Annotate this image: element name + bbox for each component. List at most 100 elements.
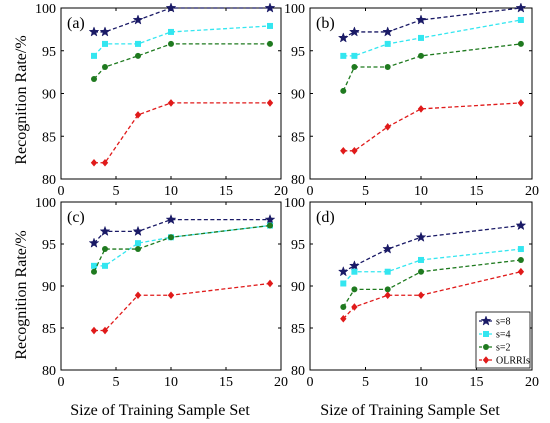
series-line-olrri xyxy=(94,282,271,332)
data-point-olrri xyxy=(266,279,274,288)
panel-3: 0 5 10 15 20 80 85 90 95 100 (d) s=8 s=4 s=2 OLRRIs xyxy=(284,196,539,390)
panel-2: 0 5 10 15 20 80 85 90 95 100 (c) xyxy=(35,196,288,390)
data-point-s8 xyxy=(337,266,349,277)
data-point-s2 xyxy=(418,52,424,59)
y-tick-label: 95 xyxy=(291,238,305,253)
series-line-s4 xyxy=(93,25,271,57)
data-point-olrri xyxy=(417,291,425,300)
x-tick-label: 15 xyxy=(470,375,484,390)
data-point-s4 xyxy=(517,16,524,23)
legend-entry: s=8 xyxy=(496,317,511,328)
y-tick-label: 80 xyxy=(42,364,56,379)
data-point-s2 xyxy=(168,234,174,241)
data-point-s8 xyxy=(415,231,427,242)
data-point-s2 xyxy=(517,40,524,47)
series-line-s8 xyxy=(342,7,521,39)
y-tick-label: 95 xyxy=(42,45,56,60)
data-point-s2 xyxy=(340,87,347,94)
x-tick-label: 5 xyxy=(113,375,120,390)
data-point-s4 xyxy=(340,280,347,287)
data-point-s4 xyxy=(418,34,424,41)
data-point-s8 xyxy=(99,26,111,37)
data-point-s4 xyxy=(384,268,391,275)
y-axis-title-bottom: Recognition Rate/% xyxy=(13,230,30,359)
panel-label: (a) xyxy=(67,15,85,32)
data-point-s2 xyxy=(135,52,141,59)
y-tick-label: 90 xyxy=(291,88,305,103)
data-point-s2 xyxy=(340,304,347,310)
x-tick-label: 20 xyxy=(525,184,539,199)
data-point-s8 xyxy=(337,32,349,43)
data-point-olrri xyxy=(384,123,391,131)
x-tick-label: 0 xyxy=(307,184,314,199)
y-tick-label: 100 xyxy=(35,196,56,211)
y-tick-label: 95 xyxy=(291,45,305,60)
y-tick-label: 90 xyxy=(291,280,305,295)
y-tick-label: 100 xyxy=(284,2,305,17)
data-point-olrri xyxy=(90,158,98,167)
x-tick-label: 0 xyxy=(307,375,314,390)
series-line-s8 xyxy=(94,7,270,33)
data-point-s2 xyxy=(384,286,391,293)
y-tick-label: 100 xyxy=(35,2,56,17)
series-line-s2 xyxy=(93,43,270,80)
data-point-olrri xyxy=(417,105,425,113)
x-tick-label: 10 xyxy=(414,375,428,390)
data-point-s2 xyxy=(91,75,97,82)
data-point-s2 xyxy=(267,40,273,47)
data-point-s8 xyxy=(165,2,177,13)
y-tick-label: 85 xyxy=(42,322,56,337)
data-point-olrri xyxy=(101,158,109,167)
x-tick-label: 5 xyxy=(362,184,369,199)
data-point-s4 xyxy=(517,246,524,253)
legend-marker xyxy=(483,331,489,337)
data-point-s2 xyxy=(267,222,273,229)
data-point-s2 xyxy=(418,268,424,275)
data-point-s4 xyxy=(340,52,347,59)
data-point-olrri xyxy=(517,267,525,276)
y-tick-label: 80 xyxy=(291,173,305,188)
series-line-olrri xyxy=(342,271,522,320)
data-point-olrri xyxy=(167,291,175,300)
x-tick-label: 10 xyxy=(164,184,178,199)
data-point-olrri xyxy=(134,111,142,119)
data-point-s2 xyxy=(102,63,108,70)
series-line-s4 xyxy=(343,19,522,57)
data-point-olrri xyxy=(340,146,347,155)
x-tick-label: 10 xyxy=(164,375,178,390)
data-point-s8 xyxy=(348,26,360,37)
data-point-olrri xyxy=(351,303,358,311)
data-point-s8 xyxy=(165,213,177,225)
x-axis-title-right: Size of Training Sample Set xyxy=(320,402,500,419)
data-point-s2 xyxy=(135,246,141,253)
y-tick-label: 80 xyxy=(291,364,305,379)
data-point-s8 xyxy=(415,14,427,25)
data-point-s2 xyxy=(102,246,108,253)
panel-label: (b) xyxy=(316,15,335,32)
data-point-s2 xyxy=(168,40,174,47)
data-point-s4 xyxy=(351,268,358,275)
data-point-s8 xyxy=(99,225,111,237)
data-point-s4 xyxy=(418,256,424,263)
data-point-s4 xyxy=(267,22,273,29)
legend-entry: s=4 xyxy=(496,330,511,341)
y-axis-title-top: Recognition Rate/% xyxy=(13,35,30,164)
data-point-olrri xyxy=(266,99,274,107)
data-point-s2 xyxy=(384,63,391,70)
data-point-s4 xyxy=(91,262,97,269)
y-tick-label: 85 xyxy=(291,322,305,337)
series-line-olrri xyxy=(94,102,270,164)
series-line-s4 xyxy=(94,224,271,267)
data-point-s8 xyxy=(382,26,394,37)
data-point-s4 xyxy=(168,28,174,35)
data-point-olrri xyxy=(101,326,109,335)
panel-0: 0 5 10 15 20 80 85 90 95 100 (a) xyxy=(35,2,288,199)
data-point-s8 xyxy=(132,14,144,25)
legend-entry: OLRRIs xyxy=(496,356,530,367)
x-tick-label: 15 xyxy=(219,184,233,199)
data-point-olrri xyxy=(167,99,175,107)
data-point-s8 xyxy=(515,2,527,13)
x-axis-title-left: Size of Training Sample Set xyxy=(70,402,250,419)
